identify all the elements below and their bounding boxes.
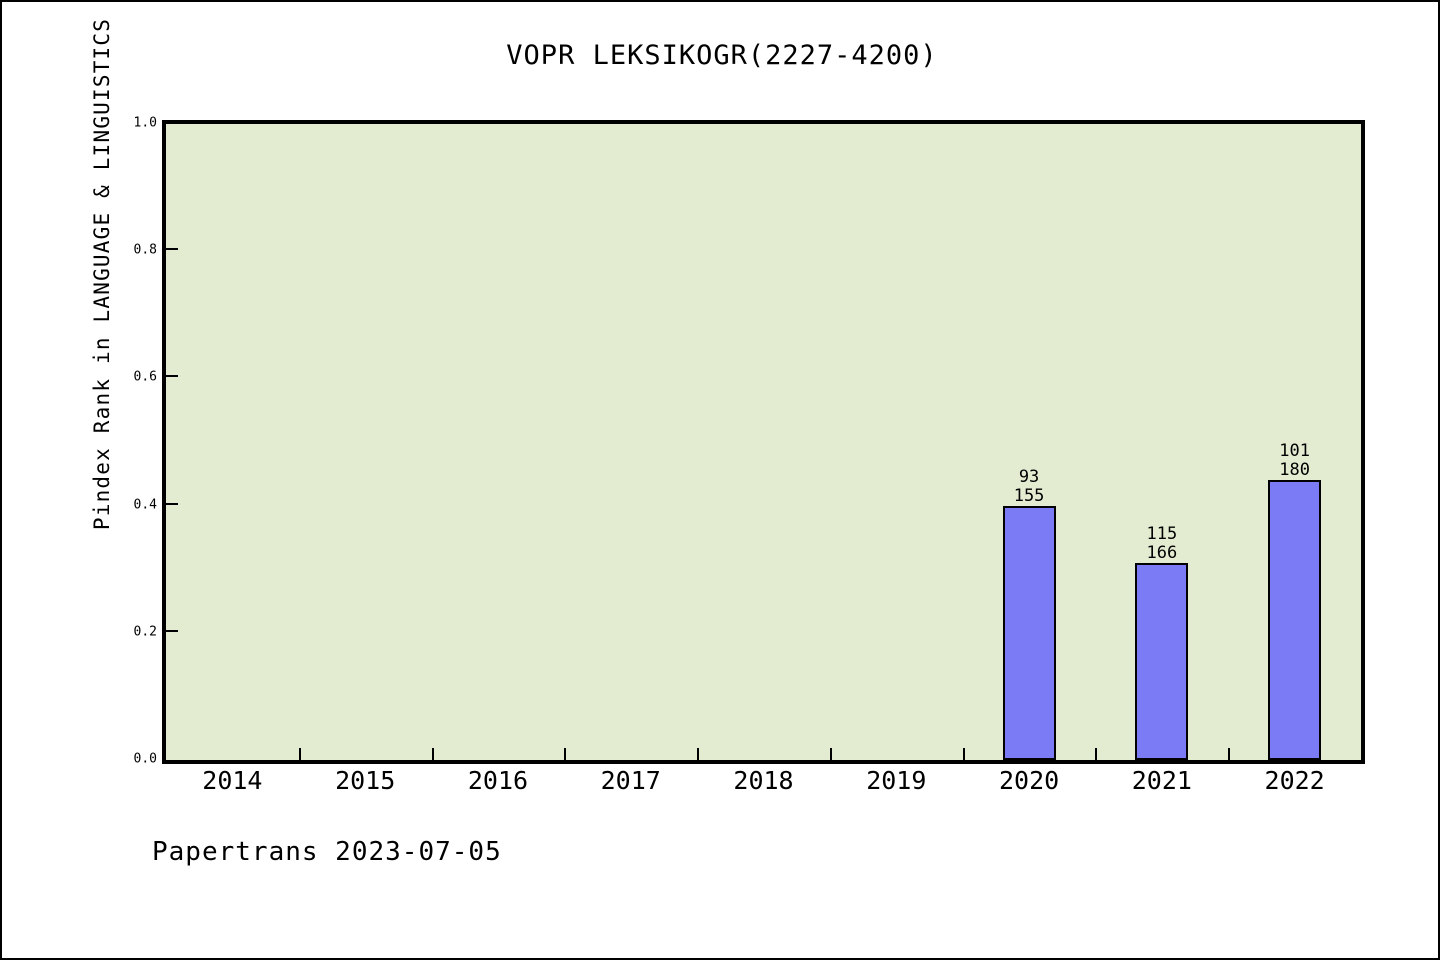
category-slot-2016: 2016 (431, 124, 565, 795)
bar-value-bottom-2022: 180 (1279, 460, 1310, 481)
x-tick-label-2022: 2022 (1264, 766, 1325, 795)
x-tick-label-2018: 2018 (733, 766, 794, 795)
bar-value-label-2022: 101 180 (1279, 442, 1310, 480)
category-slot-2021: 115 166 2021 (1095, 124, 1228, 795)
y-tick-mark: 0.4 (134, 497, 178, 512)
bar-value-top-2020: 93 (1018, 466, 1040, 487)
x-tick-mark (564, 748, 567, 760)
x-tick-label-2021: 2021 (1131, 766, 1192, 795)
plot-area: 0.0 0.2 0.4 0.6 0.8 1.0 2014 2015 2016 2017 2018 2… (134, 116, 1365, 795)
bar-2020[interactable]: 93 155 (1002, 467, 1056, 760)
x-tick-mark (697, 748, 700, 760)
x-tick-label-2017: 2017 (600, 766, 661, 795)
bar-value-top-2021: 115 (1146, 523, 1178, 544)
x-tick-label-2014: 2014 (202, 766, 263, 795)
bar-value-label-2020: 93 155 (1013, 466, 1045, 506)
category-slot-2015: 2015 (298, 124, 432, 795)
x-tick-mark (431, 748, 434, 760)
x-tick-mark (829, 748, 832, 760)
y-tick-mark: 0.0 (134, 752, 178, 767)
y-tick-label: 0.8 (133, 242, 157, 258)
x-tick-label-2016: 2016 (467, 766, 529, 795)
category-slot-2022: 101 180 2022 (1228, 124, 1361, 795)
y-tick-mark: 0.2 (134, 624, 178, 639)
category-slot-2019: 2019 (829, 124, 963, 795)
footer-note: Papertrans 2023-07-05 (152, 837, 502, 867)
x-tick-mark (298, 748, 301, 760)
chart-title: VOPR LEKSIKOGR(2227-4200) (506, 40, 938, 71)
x-tick-mark (962, 748, 965, 760)
bar-value-bottom-2021: 166 (1146, 542, 1178, 563)
bar-value-top-2022: 101 (1279, 441, 1310, 462)
x-tick-label-2020: 2020 (998, 766, 1060, 795)
bar-2021[interactable]: 115 166 (1135, 524, 1189, 760)
category-slot-2018: 2018 (697, 124, 830, 795)
x-tick-label-2015: 2015 (335, 766, 396, 795)
category-slot-2017: 2017 (564, 124, 697, 795)
category-slot-2014: 2014 (166, 124, 299, 795)
y-tick-mark: 0.6 (134, 370, 178, 385)
y-tick-label: 0.0 (133, 751, 157, 767)
bar-2022[interactable]: 101 180 (1268, 442, 1322, 760)
y-axis-label: Pindex Rank in LANGUAGE & LINGUISTICS (90, 17, 114, 531)
y-tick-label: 0.6 (133, 369, 157, 385)
x-tick-label-2019: 2019 (866, 766, 927, 795)
y-tick-mark: 0.8 (134, 243, 178, 258)
bar-value-label-2021: 115 166 (1146, 523, 1178, 563)
category-slot-2020: 93 155 2020 (962, 124, 1096, 795)
y-tick-label: 1.0 (133, 115, 157, 131)
x-tick-mark (1095, 748, 1098, 760)
x-tick-mark (1228, 748, 1231, 760)
y-tick-mark: 1.0 (134, 116, 178, 131)
bars-layer: 2014 2015 2016 2017 2018 2019 93 155 2020 115 166 2… (166, 124, 1361, 795)
y-tick-label: 0.2 (133, 624, 157, 640)
bar-value-bottom-2020: 155 (1013, 485, 1045, 506)
y-tick-label: 0.4 (133, 497, 157, 513)
